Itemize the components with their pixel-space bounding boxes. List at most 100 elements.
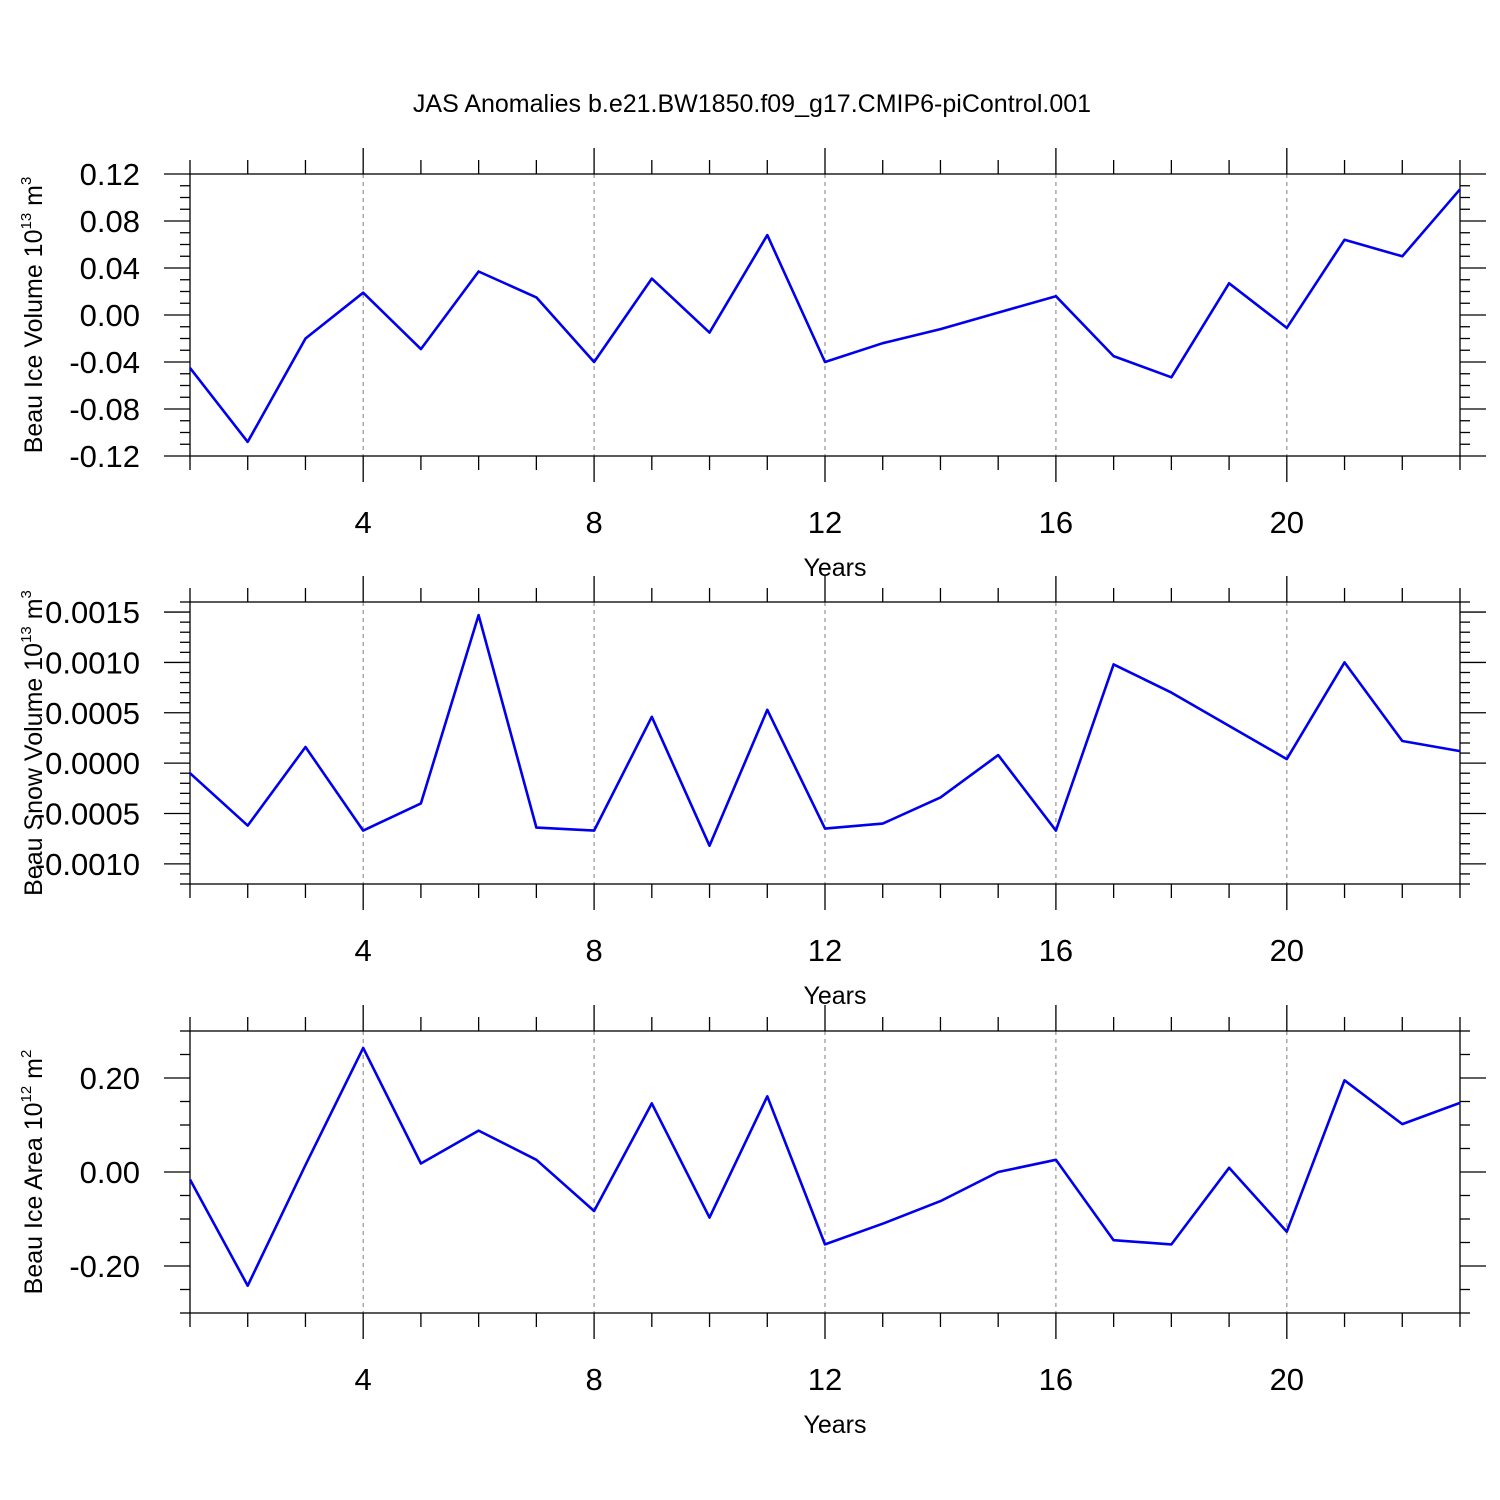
x-tick-label: 12 [808,505,842,540]
data-point [1227,1166,1231,1170]
x-tick-label: 16 [1039,505,1073,540]
x-tick-label: 20 [1270,933,1304,968]
data-point [592,1209,596,1213]
data-point [592,360,596,364]
data-point [1400,254,1404,258]
data-point [708,331,712,335]
data-point [708,844,712,848]
data-point [881,822,885,826]
y-tick-label: 0.12 [80,157,140,192]
data-point [708,1216,712,1220]
data-point [1112,354,1116,358]
x-tick-label: 16 [1039,933,1073,968]
data-point [938,327,942,331]
data-point [477,1129,481,1133]
y-axis-label-ylabel-sup: 13 [18,626,35,643]
y-tick-label: 0.0000 [45,746,140,781]
y-axis-label-ylabel-unit: m [20,1058,48,1086]
data-point [361,291,365,295]
data-point [303,337,307,341]
data-point [1054,829,1058,833]
y-axis-label-ylabel-unit-sup: 3 [18,590,35,598]
data-point [823,1242,827,1246]
data-point [361,1046,365,1050]
series-line [188,1046,1461,1287]
y-axis-label-ylabel-unit-sup: 3 [18,177,35,185]
x-axis-label: Years [803,982,866,1010]
data-point [1112,1238,1116,1242]
data-point [1169,691,1173,695]
data-point [1054,1158,1058,1162]
y-axis-label: Beau Snow Volume 1013 m3 [18,590,48,896]
data-point [881,341,885,345]
data-point [303,745,307,749]
data-point [1285,326,1289,330]
y-tick-label: 0.0005 [45,696,140,731]
data-point [246,824,250,828]
x-tick-label: 20 [1270,1362,1304,1397]
y-axis-label: Beau Ice Area 1012 m2 [18,1050,48,1295]
x-tick-label: 4 [355,1362,372,1397]
data-point [534,1158,538,1162]
data-point [477,270,481,274]
x-tick-label: 8 [585,505,602,540]
data-point [419,347,423,351]
data-point [477,613,481,617]
data-point [1169,1242,1173,1246]
data-point [1458,749,1462,753]
data-point [188,771,192,775]
data-point [303,1163,307,1167]
data-point [534,826,538,830]
data-point [1343,238,1347,242]
data-point [938,795,942,799]
y-tick-label: 0.04 [80,251,140,286]
data-point [534,295,538,299]
data-point [1054,294,1058,298]
y-tick-label: -0.0005 [35,797,140,832]
data-point [1400,739,1404,743]
data-point [1343,660,1347,664]
y-tick-label: -0.04 [69,345,140,380]
data-point [361,829,365,833]
x-axis-label: Years [803,554,866,582]
x-tick-label: 4 [355,933,372,968]
y-axis-label-ylabel-main: Beau Ice Area 10 [20,1103,48,1295]
data-point [650,277,654,281]
data-point [246,440,250,444]
panels: 4 8 12 16 20 -0.12 -0.08 -0.04 0.00 0.04 0.08 0.12 Y… [18,148,1486,1439]
data-point [1227,724,1231,728]
y-axis-label-ylabel-unit-sup: 2 [18,1050,35,1058]
y-axis-label-ylabel-unit: m [20,185,48,213]
data-point [650,1101,654,1105]
series-line [188,188,1461,444]
data-point [1458,187,1462,191]
data-point [1285,1230,1289,1234]
data-point [188,1178,192,1182]
panel-1: 4 8 12 16 20 -0.12 -0.08 -0.04 0.00 0.04 0.08 0.12 Y… [18,148,1486,582]
data-point [823,827,827,831]
data-point [592,829,596,833]
x-axis-label: Years [803,1411,866,1439]
data-point [1400,1122,1404,1126]
y-tick-label: 0.0010 [45,645,140,680]
data-point [650,715,654,719]
x-tick-label: 8 [585,933,602,968]
y-axis-label: Beau Ice Volume 1013 m3 [18,177,48,454]
data-point [1112,662,1116,666]
panel-2: 4 8 12 16 20 -0.0010 -0.0005 0.0000 0.0005 0.0010… [18,576,1486,1010]
y-tick-label: 0.0015 [45,595,140,630]
data-point [996,753,1000,757]
data-point [938,1199,942,1203]
data-point [1343,1078,1347,1082]
x-tick-label: 8 [585,1362,602,1397]
y-tick-label: 0.00 [80,298,140,333]
data-point [765,233,769,237]
data-point [765,1094,769,1098]
data-point [765,708,769,712]
data-point [823,360,827,364]
data-point [419,1162,423,1166]
x-tick-label: 16 [1039,1362,1073,1397]
x-tick-label: 12 [808,1362,842,1397]
y-tick-label: 0.00 [80,1155,140,1190]
